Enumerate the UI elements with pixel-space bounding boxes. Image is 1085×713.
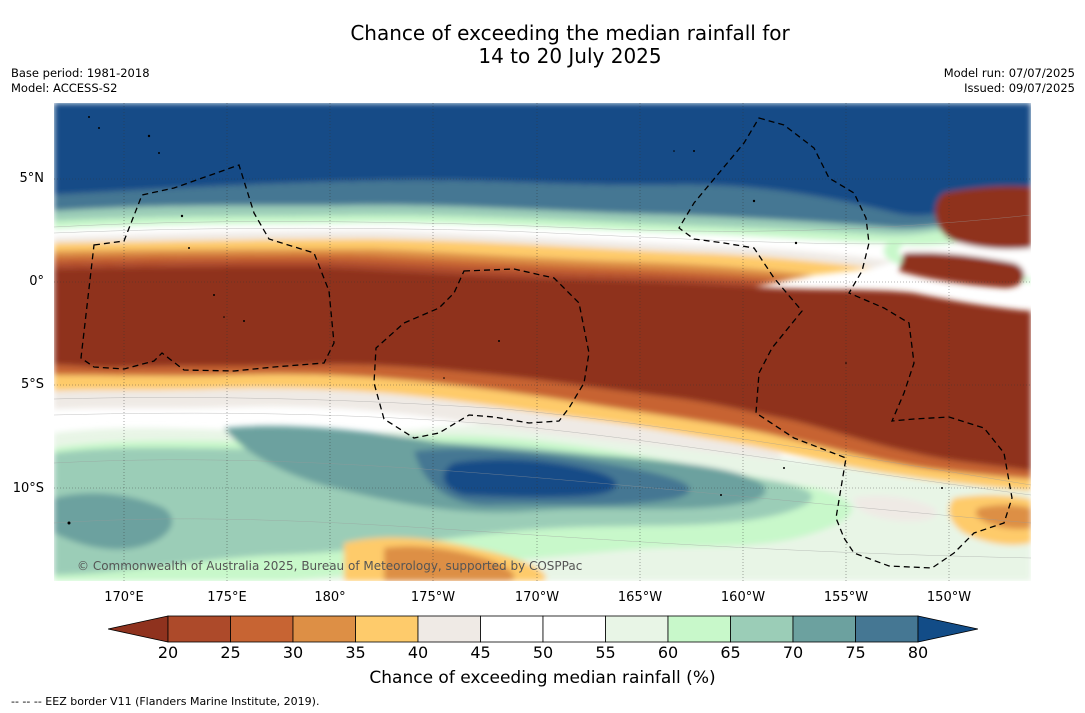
lon-label-150w: 150°W [926, 590, 972, 605]
model-name: Model: ACCESS-S2 [11, 80, 118, 95]
colorbar [107, 614, 979, 644]
colorbar-tick-label: 75 [845, 643, 866, 662]
lon-label-160w: 160°W [720, 590, 766, 605]
map-canvas [54, 103, 1031, 581]
colorbar-tick-label: 45 [470, 643, 491, 662]
lat-label-10s: 10°S [12, 481, 44, 496]
lat-label-5n: 5°N [19, 171, 45, 186]
colorbar-tick-label: 70 [782, 643, 804, 662]
lon-label-155w: 155°W [823, 590, 869, 605]
graticule [54, 103, 1031, 581]
colorbar-extend-high [917, 615, 979, 643]
lon-label-165w: 165°W [617, 590, 663, 605]
colorbar-svg [107, 615, 979, 643]
issued-date: Issued: 09/07/2025 [964, 80, 1075, 95]
lon-label-175w: 175°W [410, 590, 456, 605]
colorbar-tick-label: 25 [220, 643, 241, 662]
colorbar-tick-label: 50 [532, 643, 554, 662]
colorbar-bin-20_25 [167, 615, 231, 643]
lon-label-170w: 170°W [514, 590, 560, 605]
lon-label-170e: 170°E [104, 590, 144, 605]
colorbar-bin-35_40 [355, 615, 419, 643]
colorbar-bin-65_70 [730, 615, 794, 643]
meta-right: Model run: 07/07/2025 Issued: 09/07/2025 [944, 66, 1075, 95]
colorbar-tick-label: 35 [345, 643, 366, 662]
colorbar-tick-label: 20 [157, 643, 179, 662]
colorbar-bin-45_50 [480, 615, 544, 643]
colorbar-title: Chance of exceeding median rainfall (%) [369, 668, 716, 688]
colorbar-tick-label: 80 [907, 643, 929, 662]
islands [67, 116, 943, 525]
map-title: Chance of exceeding the median rainfall … [0, 22, 1085, 68]
map-title-line2: 14 to 20 July 2025 [478, 44, 662, 68]
colorbar-tick-label: 60 [657, 643, 679, 662]
eez-footnote: -- -- -- EEZ border V11 (Flanders Marine… [11, 695, 320, 708]
colorbar-bin-50_55 [542, 615, 606, 643]
colorbar-tick-label: 30 [282, 643, 304, 662]
lat-label-0: 0° [29, 274, 44, 289]
base-period: Base period: 1981-2018 [11, 66, 150, 80]
colorbar-bin-60_65 [667, 615, 731, 643]
map-title-line1: Chance of exceeding the median rainfall … [350, 21, 790, 45]
colorbar-bin-25_30 [230, 615, 294, 643]
lat-label-5s: 5°S [20, 377, 44, 392]
lon-label-175e: 175°E [207, 590, 247, 605]
rainfall-field [54, 103, 1031, 581]
colorbar-bin-55_60 [605, 615, 669, 643]
colorbar-tick-label: 65 [720, 643, 741, 662]
colorbar-bin-70_75 [792, 615, 856, 643]
rainfall-map [54, 103, 1031, 581]
colorbar-extend-low [107, 615, 169, 643]
colorbar-bin-30_35 [292, 615, 356, 643]
lon-label-180: 180° [314, 590, 346, 605]
meta-left: Base period: 1981-2018 Model: ACCESS-S2 [11, 66, 150, 95]
colorbar-tick-label: 40 [407, 643, 429, 662]
eez-borders [80, 117, 1013, 569]
colorbar-bin-40_45 [417, 615, 481, 643]
model-run: Model run: 07/07/2025 [943, 66, 1075, 80]
copyright-notice: © Commonwealth of Australia 2025, Bureau… [77, 559, 583, 573]
colorbar-tick-label: 55 [595, 643, 616, 662]
colorbar-bin-75_80 [855, 615, 919, 643]
contour-lines [54, 214, 1031, 559]
